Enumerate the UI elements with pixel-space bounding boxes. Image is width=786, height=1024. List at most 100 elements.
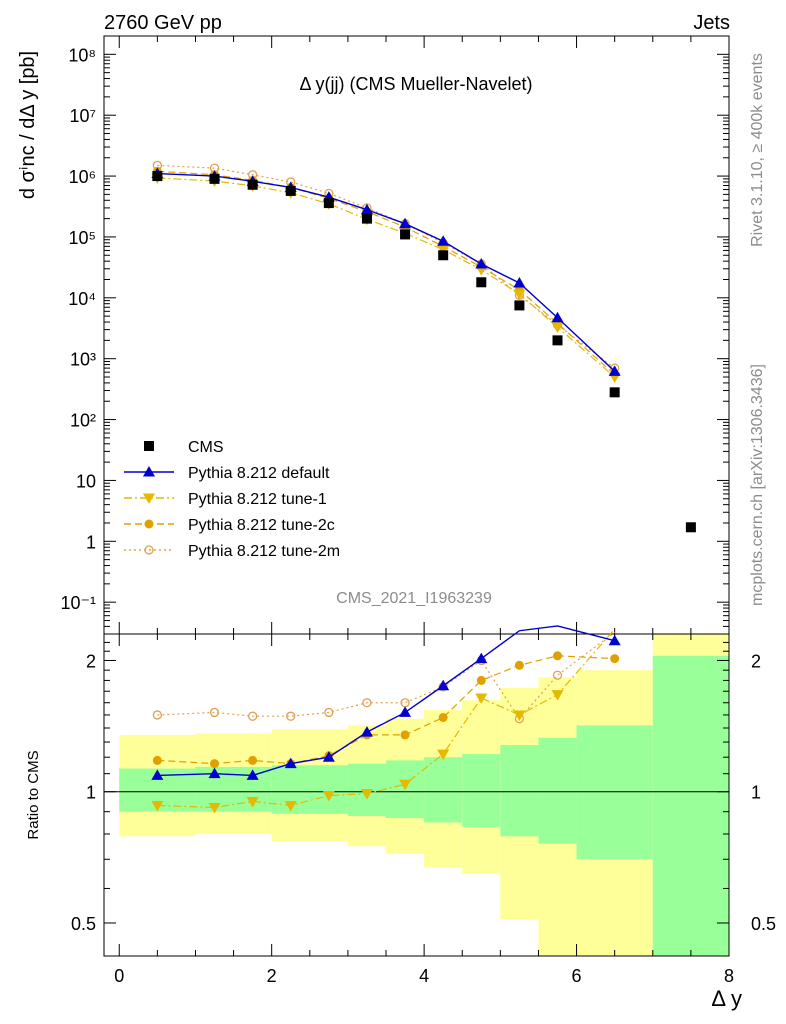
x-tick-label: 6 [572,966,582,986]
series-2 [151,628,616,814]
data-point [475,257,488,269]
y-tick-label: 10⁶ [69,167,96,187]
x-axis-label: Δ y [711,986,742,1011]
series-0 [152,160,620,373]
main-y-axis-label: d σⁱnc / dΔ y [pb] [17,51,39,199]
data-point [610,654,620,664]
data-point [247,179,258,190]
data-point [551,311,564,323]
series-1 [152,651,620,769]
data-point [609,387,620,398]
data-point [608,365,621,376]
series-line [157,164,616,369]
ratio-uncertainty-bands [119,634,729,956]
data-point [324,707,334,718]
series-line [157,177,616,378]
data-point [208,767,221,779]
legend: CMS Pythia 8.212 default Pythia 8.212 tune… [124,439,340,560]
x-tick-label: 4 [419,966,429,986]
data-point [475,693,488,705]
y-tick-label: 10⁷ [69,106,96,126]
data-point [246,796,259,808]
data-point [551,690,564,701]
data-point [438,250,449,261]
data-point [551,322,564,334]
data-point [284,757,297,769]
data-point [513,710,526,721]
chart-title: Δ y(jj) (CMS Mueller-Navelet) [299,74,532,94]
data-point [360,726,373,737]
data-point [400,229,411,240]
data-point [400,730,410,740]
series-line [157,172,616,372]
legend-marker [143,466,155,477]
data-point [360,789,373,800]
ratio-y-tick-label: 1 [86,783,96,803]
stat-band [652,655,729,956]
stat-band [271,765,348,814]
data-point [247,711,258,721]
series-2 [151,173,621,384]
legend-entry: Pythia 8.212 tune-1 [188,491,327,508]
stat-band [500,744,539,837]
ratio-y-tick-label-right: 2 [751,651,761,671]
data-point [399,706,412,717]
legend-entry: Pythia 8.212 tune-2c [188,517,335,534]
legend-marker [144,441,154,451]
series-3 [151,167,621,376]
x-tick-label: 2 [267,966,277,986]
data-point [513,277,526,288]
ratio-y-tick-label-right: 1 [751,783,761,803]
stat-band [538,737,577,844]
data-point [476,675,486,685]
series-line [157,170,616,375]
data-point [151,769,164,780]
data-point [438,712,448,722]
data-point [209,173,220,184]
legend-entry: CMS [188,439,224,456]
rivet-label: Rivet 3.1.10, ≥ 400k events [749,53,766,247]
data-point [513,289,526,301]
stat-band [424,757,463,823]
ratio-y-tick-label: 0.5 [71,914,96,934]
data-point [209,707,220,718]
data-point [685,522,696,533]
legend-entry: Pythia 8.212 tune-2m [188,543,340,560]
legend-marker [144,545,154,555]
data-point [360,203,373,215]
series-0 [151,625,621,780]
data-point [152,755,162,765]
ratio-y-axis-label: Ratio to CMS [25,750,42,839]
x-tick-label: 0 [114,966,124,986]
y-tick-label: 10 [76,471,96,491]
y-tick-label: 10² [70,411,96,431]
data-point [437,749,450,761]
legend-marker [144,519,154,529]
data-point [246,769,259,780]
y-tick-label: 10³ [70,350,96,370]
series-line [157,655,615,765]
data-point [285,185,296,196]
data-point [286,711,296,721]
data-point [362,698,372,708]
series-0 [152,171,696,533]
analysis-id: CMS_2021_I1963239 [336,590,492,607]
data-point [437,679,450,691]
x-tick-label: 8 [724,966,734,986]
data-point [608,634,621,646]
data-point [208,803,221,814]
ratio-panel: 0.5 0.5 1 1 2 2 0 2 4 6 8 [71,625,776,986]
data-point [552,335,563,346]
data-point [248,755,258,765]
data-point [284,800,297,812]
data-point [151,800,164,812]
data-point [552,670,563,680]
data-point [152,171,163,182]
data-point [322,751,335,762]
y-tick-label: 10⁴ [68,289,96,309]
data-point [210,759,220,769]
data-point [152,710,163,720]
data-point [361,213,372,224]
data-point [476,277,487,288]
data-point [514,660,524,670]
